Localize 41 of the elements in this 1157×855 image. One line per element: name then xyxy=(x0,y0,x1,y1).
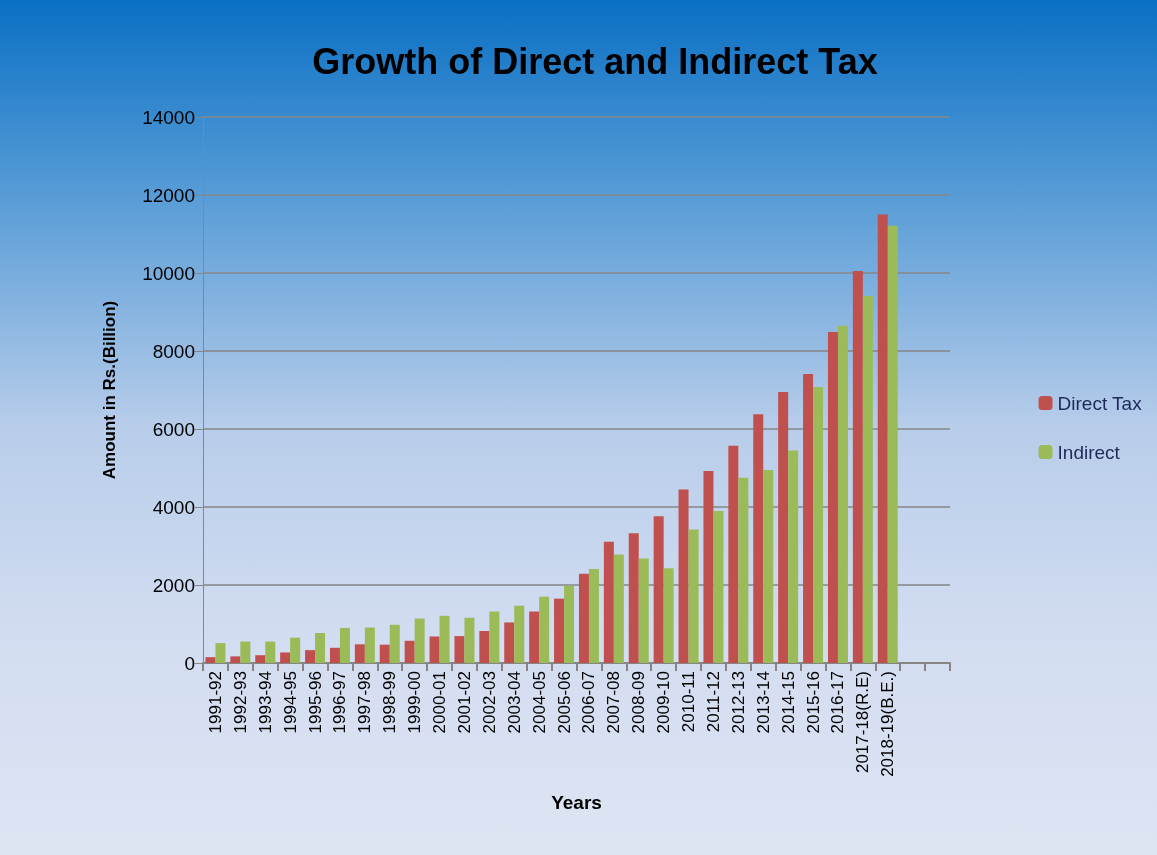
x-tick-label: 1998-99 xyxy=(380,671,400,734)
y-tick-label: 8000 xyxy=(152,340,195,362)
x-tick-label: 2007-08 xyxy=(604,671,624,734)
y-tick-label: 12000 xyxy=(142,184,195,206)
chart-title: Growth of Direct and Indirect Tax xyxy=(312,40,878,82)
x-tick-label: 1997-98 xyxy=(355,671,375,734)
x-tick-label: 2014-15 xyxy=(778,671,798,734)
y-tick-label: 2000 xyxy=(152,574,195,596)
x-tick-label: 2012-13 xyxy=(728,671,748,734)
y-tick-label: 14000 xyxy=(142,106,195,128)
legend-label: Indirect xyxy=(1057,441,1121,463)
x-tick-label: 2011-12 xyxy=(703,671,723,733)
x-tick-label: 2002-03 xyxy=(479,671,499,734)
x-tick-label: 2009-10 xyxy=(654,671,674,734)
y-tick-label: 6000 xyxy=(152,418,195,440)
x-tick-label: 2003-04 xyxy=(504,671,524,734)
y-tick-label: 10000 xyxy=(142,262,195,284)
x-tick-label: 2005-06 xyxy=(554,671,574,734)
x-tick-label: 1994-95 xyxy=(280,671,300,734)
x-tick-label: 2004-05 xyxy=(529,671,549,734)
x-tick-label: 2001-02 xyxy=(454,671,474,734)
x-tick-label: 2017-18(R.E) xyxy=(853,671,873,774)
x-tick-label: 2000-01 xyxy=(430,671,450,734)
x-tick-label: 1991-92 xyxy=(205,671,225,734)
x-tick-label: 1992-93 xyxy=(230,671,250,734)
x-tick-label: 2016-17 xyxy=(828,671,848,734)
y-tick-label: 0 xyxy=(184,652,195,674)
x-tick-label: 1995-96 xyxy=(305,671,325,734)
y-tick-label: 4000 xyxy=(152,496,195,518)
x-tick-label: 2018-19(B.E.) xyxy=(878,671,898,777)
x-tick-label: 2013-14 xyxy=(753,671,773,734)
x-tick-label: 2015-16 xyxy=(803,671,823,734)
y-axis-title: Amount in Rs.(Billion) xyxy=(100,300,119,480)
x-tick-label: 2010-11 xyxy=(679,671,699,733)
x-tick-label: 2006-07 xyxy=(579,671,599,734)
legend-label: Direct Tax xyxy=(1057,392,1143,414)
x-tick-label: 1999-00 xyxy=(405,671,425,734)
x-axis-title: Years xyxy=(551,792,602,813)
x-tick-label: 1996-97 xyxy=(330,671,350,734)
x-tick-label: 2008-09 xyxy=(629,671,649,734)
x-tick-label: 1993-94 xyxy=(255,671,275,734)
